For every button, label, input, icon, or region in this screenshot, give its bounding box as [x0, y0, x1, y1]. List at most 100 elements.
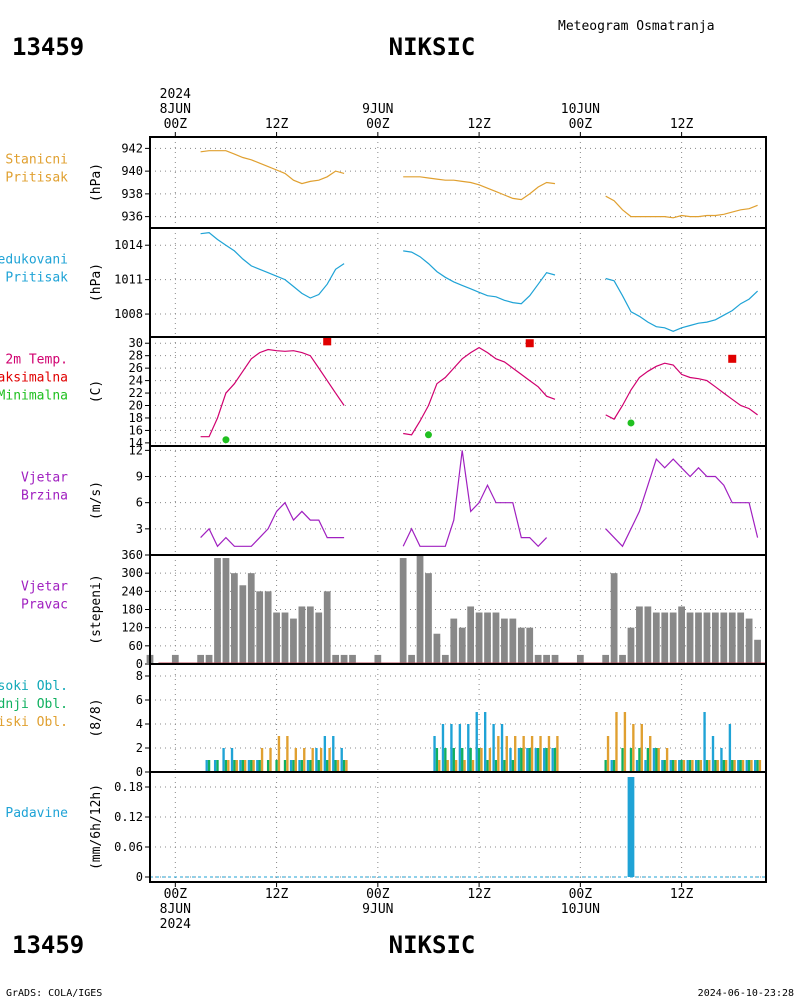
cloud-bar: [461, 748, 464, 772]
cloud-bar: [317, 760, 320, 772]
cloud-bar: [756, 760, 759, 772]
bottom-time-label: 12Z: [467, 887, 491, 902]
wdir-bar: [644, 606, 652, 664]
cloud-bar: [720, 748, 723, 772]
unit-label: (mm/6h/12h): [89, 784, 104, 870]
top-time-label: 12Z: [265, 117, 289, 132]
cloud-bar: [323, 736, 327, 772]
bottom-time-label: 10JUN: [561, 902, 600, 917]
wdir-bar: [754, 639, 761, 664]
cloud-bar: [300, 760, 304, 772]
unit-label: (8/8): [89, 698, 104, 737]
cloud-bar: [551, 748, 554, 772]
cloud-bar: [230, 748, 234, 772]
cloud-bar: [708, 760, 711, 772]
wdir-bar: [652, 612, 660, 664]
y-tick-label: 12: [129, 443, 143, 457]
y-tick-label: 180: [121, 603, 143, 617]
panel-label: Pritisak: [5, 171, 68, 186]
cloud-bar: [283, 760, 287, 772]
cloud-bar: [739, 760, 742, 772]
wdir-bar: [627, 627, 635, 664]
y-tick-label: 24: [129, 374, 143, 388]
wdir-bar: [467, 606, 475, 664]
temp-line-segment-2: [605, 362, 758, 420]
wdir-bar: [425, 573, 432, 664]
cloud-bar: [514, 736, 517, 772]
panel-cloud: [145, 663, 767, 773]
panel-frame: [149, 227, 767, 338]
unit-label: (m/s): [89, 481, 104, 520]
cloud-bar: [623, 712, 627, 772]
cloud-bar: [247, 760, 251, 772]
cloud-bar: [503, 760, 506, 772]
y-tick-label: 120: [121, 621, 143, 635]
wdir-bar: [543, 654, 550, 664]
cloud-bar: [340, 748, 343, 772]
y-tick-label: 4: [136, 717, 143, 731]
bottom-time-label: 00Z: [164, 887, 188, 902]
cloud-bar: [553, 748, 557, 772]
y-tick-label: 14: [129, 436, 143, 450]
wdir-bar: [517, 627, 525, 664]
y-tick-label: 22: [129, 386, 143, 400]
header: 13459 NIKSIC Meteogram Osmatranja 13459 …: [6, 19, 794, 999]
p_station-line-segment-0: [200, 150, 345, 185]
y-tick-label: 360: [121, 548, 143, 562]
cloud-bar: [205, 760, 208, 772]
bottom-time-label: 00Z: [569, 887, 593, 902]
wdir-bar: [534, 654, 542, 664]
panel-frame: [149, 663, 767, 773]
bottom-time-label: 12Z: [265, 887, 289, 902]
y-tick-label: 3: [136, 522, 143, 536]
p_reduced-line-segment-1: [403, 250, 556, 305]
cloud-bar: [480, 748, 483, 772]
cloud-bar: [269, 748, 272, 772]
cloud-bar: [475, 712, 478, 772]
y-tick-label: 2: [136, 741, 143, 755]
cloud-bar: [509, 748, 512, 772]
y-tick-label: 942: [121, 141, 143, 155]
temp-line-segment-1: [403, 346, 556, 436]
cloud-bar: [471, 760, 475, 772]
wdir-bar: [256, 591, 264, 664]
cloud-bar: [703, 712, 706, 772]
cloud-bar: [536, 748, 540, 772]
cloud-bar: [450, 724, 453, 772]
cloud-bar: [686, 760, 689, 772]
wdir-bar: [737, 612, 745, 664]
top-time-label: 12Z: [670, 117, 694, 132]
cloud-bar: [311, 748, 314, 772]
cloud-bar: [652, 748, 656, 772]
wdir-bar: [416, 555, 424, 664]
cloud-bar: [661, 760, 664, 772]
wdir-bar: [273, 612, 280, 664]
cloud-bar: [256, 760, 259, 772]
cloud-bar: [644, 760, 647, 772]
cloud-bar: [241, 760, 245, 772]
cloud-bar: [252, 760, 255, 772]
max-temp-point: [323, 337, 332, 346]
unit-label: (hPa): [89, 263, 104, 302]
wdir-bar: [636, 606, 643, 664]
cloud-bar: [334, 760, 337, 772]
cloud-bar: [342, 760, 346, 772]
unit-label: (stepeni): [89, 574, 104, 644]
cloud-bar: [494, 760, 498, 772]
y-tick-label: 28: [129, 349, 143, 363]
wdir-bar: [728, 612, 736, 664]
wdir-bar: [551, 654, 559, 664]
y-tick-label: 938: [121, 187, 143, 201]
cloud-bar: [671, 760, 675, 772]
product-title: Meteogram Osmatranja: [558, 19, 715, 34]
top-time-label: 2024: [160, 87, 191, 102]
cloud-bar: [483, 712, 487, 772]
cloud-bar: [315, 748, 318, 772]
cloud-bar: [556, 736, 559, 772]
wdir-bar: [222, 558, 230, 664]
wdir-bar: [661, 612, 669, 664]
cloud-bar: [678, 760, 681, 772]
panel-frame: [149, 336, 767, 447]
wspd-line-segment-0: [200, 501, 345, 548]
y-tick-label: 8: [136, 669, 143, 683]
